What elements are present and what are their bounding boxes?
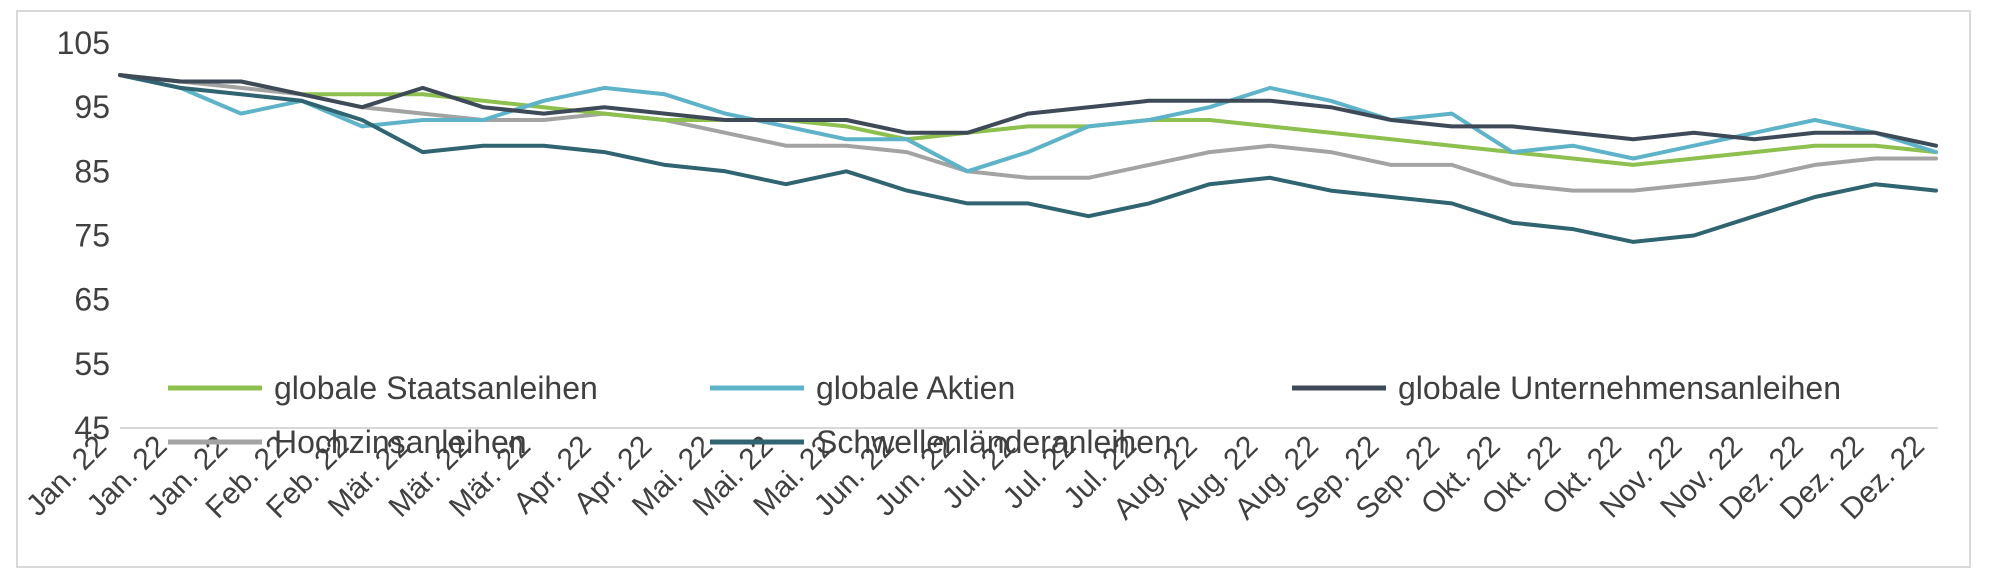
y-tick-label: 75 [74,218,110,254]
series-line [118,73,1938,244]
y-tick-label: 45 [74,410,110,446]
legend-entry: globale Staatsanleihen [274,370,598,406]
legend-entry: Schwellenländeranleihen [816,424,1172,460]
series-line [118,73,1938,174]
series-line [118,73,1938,167]
y-tick-label: 85 [74,153,110,189]
y-tick-label: 65 [74,282,110,318]
legend-entry: globale Unternehmensanleihen [1398,370,1841,406]
y-tick-label: 105 [57,25,110,61]
series-line [118,73,1938,148]
legend-entry: globale Aktien [816,370,1015,406]
legend-entry: Hochzinsanleihen [274,424,527,460]
series-line [118,73,1938,193]
y-tick-label: 95 [74,89,110,125]
y-tick-label: 55 [74,346,110,382]
